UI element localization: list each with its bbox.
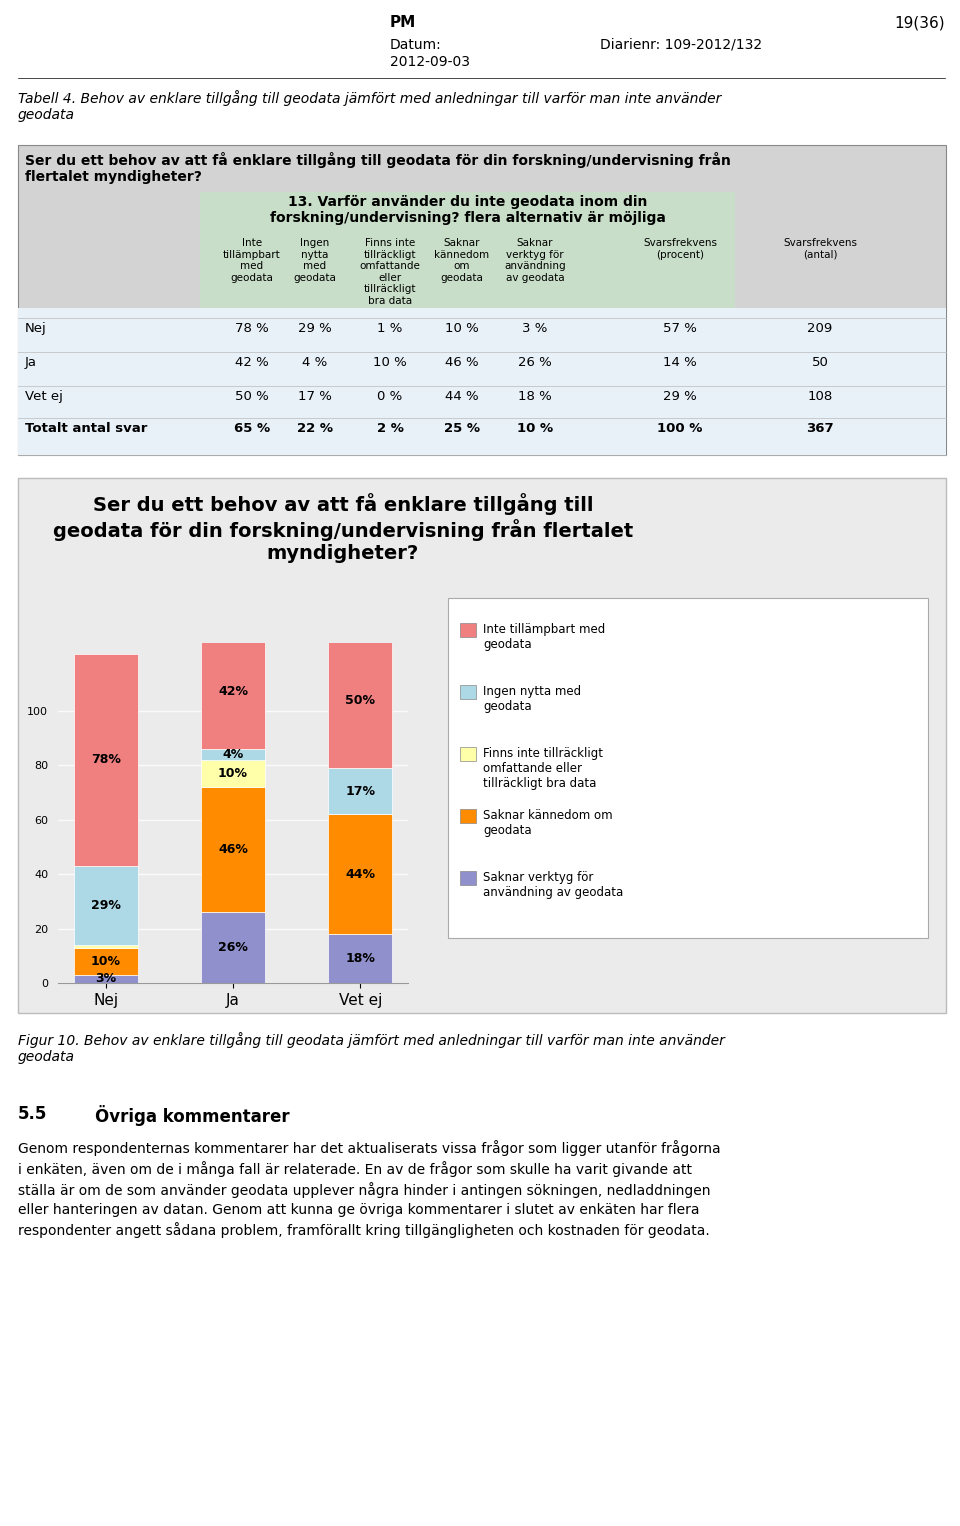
Text: Saknar verktyg för
användning av geodata: Saknar verktyg för användning av geodata xyxy=(483,871,623,899)
Bar xyxy=(202,787,265,913)
Text: 46%: 46% xyxy=(218,844,248,856)
Text: 26 %: 26 % xyxy=(518,356,552,369)
Text: Datum:: Datum: xyxy=(390,38,442,52)
Text: 50%: 50% xyxy=(346,694,375,707)
Text: 26%: 26% xyxy=(218,942,248,954)
Text: Totalt antal svar: Totalt antal svar xyxy=(25,423,148,435)
Bar xyxy=(202,760,265,787)
Text: 29 %: 29 % xyxy=(663,391,697,403)
FancyBboxPatch shape xyxy=(18,308,946,455)
Text: 17%: 17% xyxy=(346,784,375,798)
Text: 57 %: 57 % xyxy=(663,322,697,336)
Text: Diarienr: 109-2012/132: Diarienr: 109-2012/132 xyxy=(600,38,762,52)
Text: 25 %: 25 % xyxy=(444,423,480,435)
Text: PM: PM xyxy=(390,15,417,31)
FancyBboxPatch shape xyxy=(460,623,476,636)
FancyBboxPatch shape xyxy=(200,192,735,447)
Text: Figur 10. Behov av enklare tillgång till geodata jämfört med anledningar till va: Figur 10. Behov av enklare tillgång till… xyxy=(18,1032,725,1064)
Text: 42%: 42% xyxy=(218,685,248,699)
Text: Inte tillämpbart med
geodata: Inte tillämpbart med geodata xyxy=(483,623,605,652)
Bar xyxy=(202,749,265,760)
Text: Ser du ett behov av att få enklare tillgång till
geodata för din forskning/under: Ser du ett behov av att få enklare tillg… xyxy=(53,493,633,563)
Text: 44%: 44% xyxy=(346,868,375,881)
Text: 10 %: 10 % xyxy=(516,423,553,435)
Bar xyxy=(328,768,392,815)
Bar xyxy=(74,653,137,867)
Bar xyxy=(328,934,392,983)
Text: 44 %: 44 % xyxy=(445,391,479,403)
FancyBboxPatch shape xyxy=(18,145,946,455)
Text: 50 %: 50 % xyxy=(235,391,269,403)
Text: Ja: Ja xyxy=(25,356,37,369)
Text: 209: 209 xyxy=(807,322,832,336)
Text: 17 %: 17 % xyxy=(298,391,332,403)
Text: Inte
tillämpbart
med
geodata: Inte tillämpbart med geodata xyxy=(223,238,281,282)
Text: Ingen nytta med
geodata: Ingen nytta med geodata xyxy=(483,685,581,713)
Text: Tabell 4. Behov av enklare tillgång till geodata jämfört med anledningar till va: Tabell 4. Behov av enklare tillgång till… xyxy=(18,90,721,122)
Bar xyxy=(74,867,137,945)
Text: Genom respondenternas kommentarer har det aktualiserats vissa frågor som ligger : Genom respondenternas kommentarer har de… xyxy=(18,1140,721,1238)
Text: Svarsfrekvens
(procent): Svarsfrekvens (procent) xyxy=(643,238,717,259)
Text: 19(36): 19(36) xyxy=(895,15,945,31)
Text: Vet ej: Vet ej xyxy=(25,391,62,403)
Text: 10 %: 10 % xyxy=(373,356,407,369)
Text: 2012-09-03: 2012-09-03 xyxy=(390,55,470,69)
Text: 10%: 10% xyxy=(218,768,248,780)
Bar xyxy=(74,945,137,948)
FancyBboxPatch shape xyxy=(460,748,476,761)
Bar xyxy=(74,948,137,975)
Text: 4%: 4% xyxy=(223,748,244,761)
FancyBboxPatch shape xyxy=(448,598,928,938)
Text: 14 %: 14 % xyxy=(663,356,697,369)
Text: Finns inte
tillräckligt
omfattande
eller
tillräckligt
bra data: Finns inte tillräckligt omfattande eller… xyxy=(360,238,420,307)
Text: Finns inte tillräckligt
omfattande eller
tillräckligt bra data: Finns inte tillräckligt omfattande eller… xyxy=(483,748,603,790)
Text: 0 %: 0 % xyxy=(377,391,402,403)
Text: 3%: 3% xyxy=(95,972,116,986)
Text: Ser du ett behov av att få enklare tillgång till geodata för din forskning/under: Ser du ett behov av att få enklare tillg… xyxy=(25,153,731,185)
FancyBboxPatch shape xyxy=(460,871,476,885)
FancyBboxPatch shape xyxy=(460,685,476,699)
Text: 78%: 78% xyxy=(91,754,121,766)
Text: 50: 50 xyxy=(811,356,828,369)
Text: 5.5: 5.5 xyxy=(18,1105,47,1123)
Text: 29%: 29% xyxy=(91,899,121,913)
Text: 100 %: 100 % xyxy=(658,423,703,435)
Bar xyxy=(202,635,265,749)
Bar xyxy=(328,632,392,768)
Text: 367: 367 xyxy=(806,423,834,435)
Bar xyxy=(202,913,265,983)
Text: Övriga kommentarer: Övriga kommentarer xyxy=(95,1105,290,1126)
Text: 78 %: 78 % xyxy=(235,322,269,336)
Text: 10%: 10% xyxy=(91,955,121,967)
Text: 1 %: 1 % xyxy=(377,322,402,336)
Text: 18%: 18% xyxy=(346,952,375,964)
Text: 108: 108 xyxy=(807,391,832,403)
Text: Svarsfrekvens
(antal): Svarsfrekvens (antal) xyxy=(783,238,857,259)
Text: Saknar kännedom om
geodata: Saknar kännedom om geodata xyxy=(483,809,612,836)
Text: 18 %: 18 % xyxy=(518,391,552,403)
Text: 46 %: 46 % xyxy=(445,356,479,369)
FancyBboxPatch shape xyxy=(18,478,946,1013)
Text: Saknar
kännedom
om
geodata: Saknar kännedom om geodata xyxy=(435,238,490,282)
Text: Saknar
verktyg för
användning
av geodata: Saknar verktyg för användning av geodata xyxy=(504,238,565,282)
Text: 3 %: 3 % xyxy=(522,322,548,336)
Text: 2 %: 2 % xyxy=(376,423,403,435)
Text: 65 %: 65 % xyxy=(234,423,270,435)
Text: 29 %: 29 % xyxy=(299,322,332,336)
Text: Nej: Nej xyxy=(25,322,47,336)
Text: 42 %: 42 % xyxy=(235,356,269,369)
Text: 22 %: 22 % xyxy=(297,423,333,435)
FancyBboxPatch shape xyxy=(460,809,476,823)
Text: 4 %: 4 % xyxy=(302,356,327,369)
Text: 13. Varför använder du inte geodata inom din
forskning/undervisning? flera alter: 13. Varför använder du inte geodata inom… xyxy=(270,195,665,226)
Bar xyxy=(328,815,392,934)
Text: 10 %: 10 % xyxy=(445,322,479,336)
Bar xyxy=(74,975,137,983)
Text: Ingen
nytta
med
geodata: Ingen nytta med geodata xyxy=(294,238,336,282)
